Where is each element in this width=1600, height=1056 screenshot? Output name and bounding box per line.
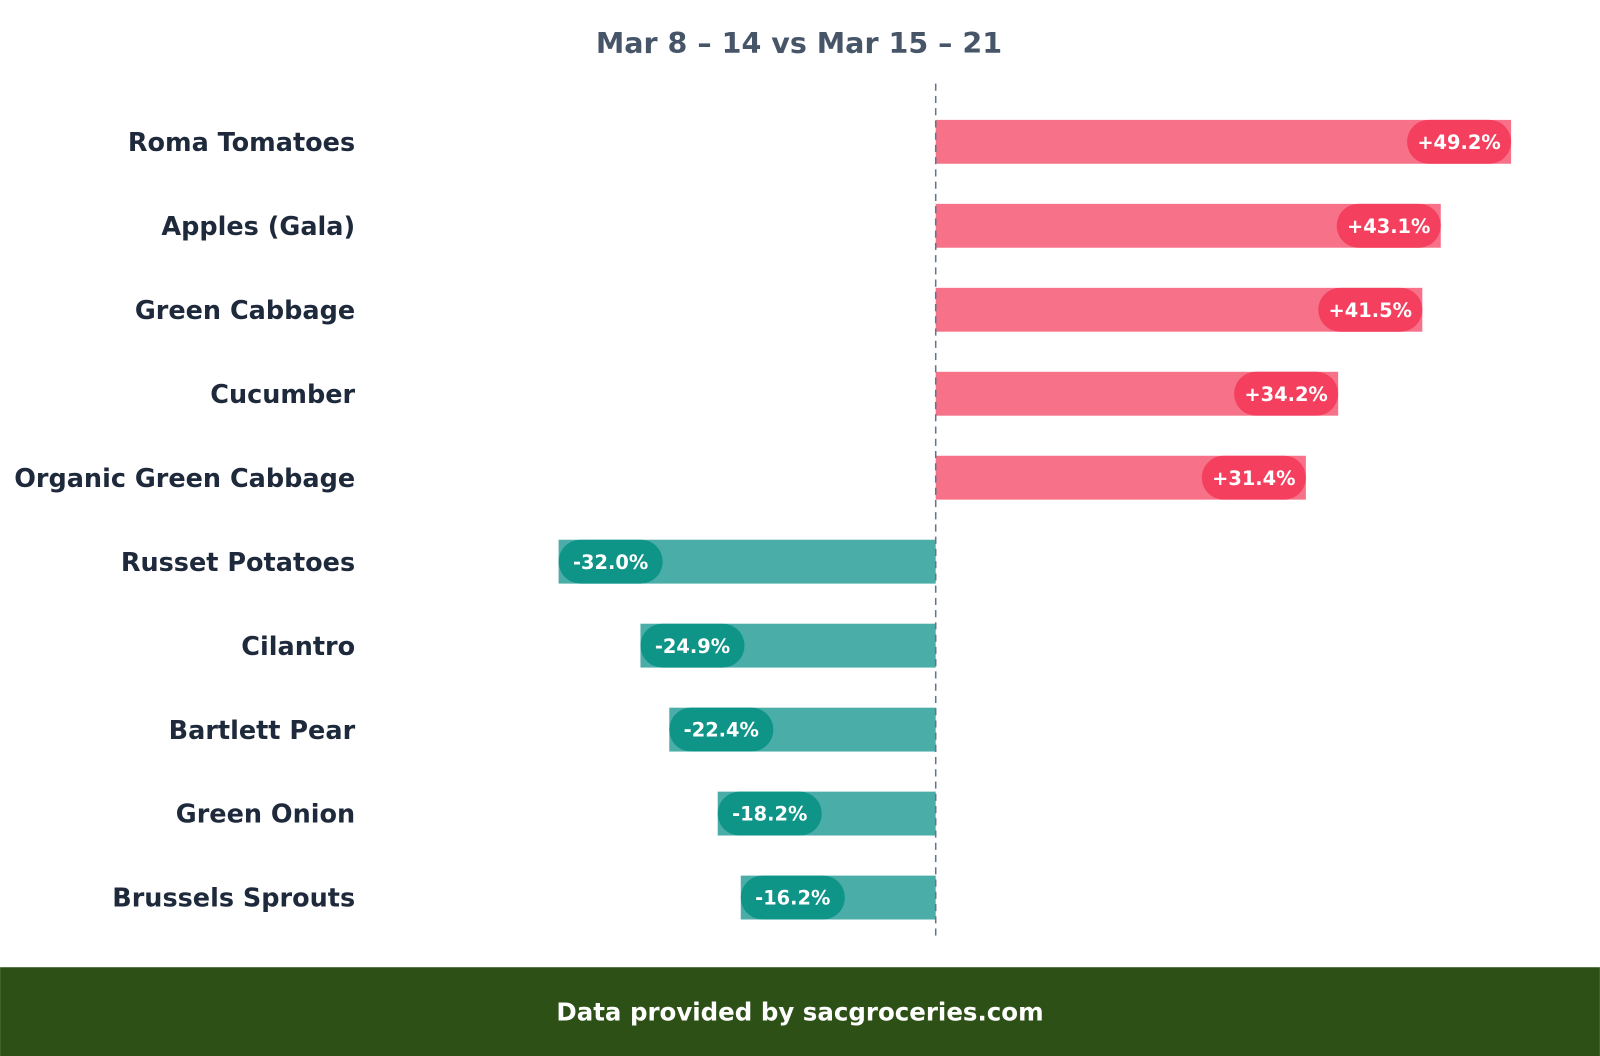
chart-title: Mar 8 – 14 vs Mar 15 – 21 [596, 26, 1002, 60]
category-label: Cilantro [241, 632, 355, 662]
data-label: +41.5% [1329, 299, 1412, 322]
data-label: +43.1% [1347, 215, 1430, 238]
data-label: +34.2% [1244, 383, 1327, 406]
category-label: Organic Green Cabbage [14, 464, 355, 494]
category-label: Green Cabbage [135, 296, 355, 326]
value-pill [1407, 119, 1512, 164]
data-label: -32.0% [573, 551, 648, 574]
category-label: Apples (Gala) [161, 212, 355, 242]
value-pill [1201, 455, 1306, 500]
value-pill [740, 875, 845, 920]
value-pill [558, 539, 663, 584]
data-label: -18.2% [732, 803, 807, 826]
value-pill [669, 707, 774, 752]
footer-text: Data provided by sacgroceries.com [556, 997, 1043, 1026]
value-pill [1336, 203, 1441, 248]
category-label: Roma Tomatoes [128, 128, 355, 158]
category-label: Brussels Sprouts [112, 884, 355, 914]
value-pill [717, 791, 822, 836]
data-label: +31.4% [1212, 467, 1295, 490]
bars-group: Roma Tomatoes +49.2% Apples (Gala) +43.1% Gr… [14, 119, 1512, 920]
category-label: Russet Potatoes [121, 548, 355, 578]
value-pill [1234, 371, 1339, 416]
category-label: Green Onion [176, 800, 355, 830]
data-label: -22.4% [684, 719, 759, 742]
data-label: -24.9% [655, 635, 730, 658]
value-pill [640, 623, 745, 668]
data-label: -16.2% [755, 887, 830, 910]
category-label: Bartlett Pear [169, 716, 356, 746]
value-pill [1318, 287, 1423, 332]
data-label: +49.2% [1417, 131, 1500, 154]
category-label: Cucumber [210, 380, 355, 410]
footer-bar [0, 967, 1600, 1056]
